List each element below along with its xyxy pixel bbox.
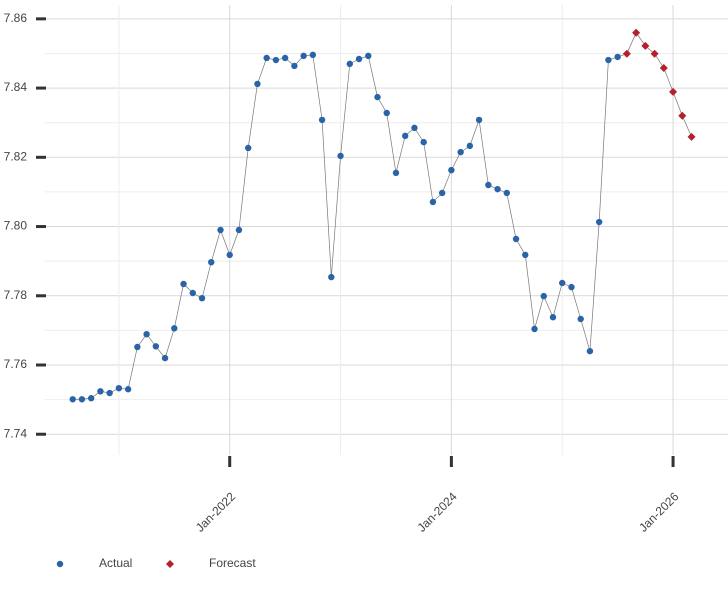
forecast-point — [650, 49, 659, 58]
forecast-point — [669, 87, 678, 96]
y-tick-label: 7.74 — [4, 426, 28, 440]
actual-point — [522, 251, 529, 259]
actual-point — [244, 144, 252, 152]
forecast-point — [687, 132, 696, 141]
actual-point — [272, 56, 280, 64]
actual-point — [577, 315, 584, 323]
y-tick-label: 7.86 — [4, 11, 28, 25]
actual-point — [503, 189, 511, 197]
x-tick-label: Jan-2024 — [414, 489, 460, 535]
actual-point — [337, 152, 344, 160]
actual-point — [568, 283, 575, 291]
actual-point — [328, 273, 335, 281]
y-tick-label: 7.82 — [4, 149, 28, 163]
series-line — [626, 31, 692, 138]
actual-point — [97, 388, 104, 395]
actual-point — [235, 226, 243, 234]
actual-point — [171, 325, 178, 332]
actual-point — [614, 53, 621, 61]
x-tick-label: Jan-2026 — [636, 489, 682, 535]
actual-point — [318, 116, 326, 124]
actual-point — [559, 279, 566, 287]
actual-point — [143, 330, 150, 338]
legend-label: Forecast — [209, 556, 256, 570]
actual-point — [115, 384, 123, 392]
actual-point — [540, 292, 547, 300]
actual-point — [466, 142, 474, 150]
actual-point — [217, 226, 224, 234]
actual-point — [189, 289, 196, 297]
actual-point — [475, 116, 483, 124]
actual-point — [365, 52, 372, 60]
legend-marker — [166, 560, 174, 568]
forecast-point — [659, 64, 668, 72]
actual-point — [374, 93, 381, 101]
legend-marker — [56, 560, 64, 568]
actual-point — [124, 386, 132, 393]
actual-point — [78, 396, 86, 403]
actual-point — [254, 80, 261, 88]
legend-label: Actual — [99, 556, 132, 570]
actual-point — [448, 166, 455, 174]
forecast-point — [641, 41, 650, 50]
actual-point — [69, 396, 76, 403]
forecast-point — [678, 111, 687, 120]
actual-point — [549, 314, 557, 321]
y-tick-label: 7.80 — [4, 219, 28, 233]
actual-point — [494, 185, 501, 193]
y-tick-label: 7.76 — [4, 357, 28, 371]
actual-point — [383, 109, 390, 117]
x-tick-label: Jan-2022 — [193, 489, 239, 535]
actual-point — [586, 347, 594, 355]
actual-point — [226, 251, 233, 259]
actual-point — [605, 56, 612, 64]
actual-point — [485, 181, 492, 189]
actual-point — [420, 138, 427, 146]
actual-point — [152, 343, 160, 350]
actual-point — [429, 198, 437, 206]
actual-point — [457, 148, 464, 156]
actual-point — [87, 395, 95, 402]
actual-point — [300, 52, 307, 60]
actual-point — [531, 325, 538, 333]
actual-point — [595, 218, 603, 226]
actual-point — [263, 54, 270, 62]
actual-point — [355, 55, 363, 63]
actual-point — [402, 132, 409, 140]
forecast-point — [632, 28, 641, 37]
actual-point — [106, 389, 113, 397]
actual-point — [346, 60, 353, 68]
y-tick-label: 7.84 — [4, 80, 28, 94]
actual-point — [198, 294, 206, 302]
actual-point — [161, 354, 169, 362]
actual-point — [291, 62, 298, 70]
actual-point — [512, 235, 520, 243]
actual-point — [134, 343, 141, 351]
actual-point — [208, 258, 215, 266]
actual-point — [392, 169, 400, 177]
actual-point — [281, 54, 289, 62]
forecast-point — [622, 49, 631, 58]
actual-point — [411, 124, 418, 132]
actual-point — [180, 280, 187, 288]
y-tick-label: 7.78 — [4, 288, 28, 302]
actual-point — [438, 189, 446, 197]
actual-point — [309, 51, 317, 59]
